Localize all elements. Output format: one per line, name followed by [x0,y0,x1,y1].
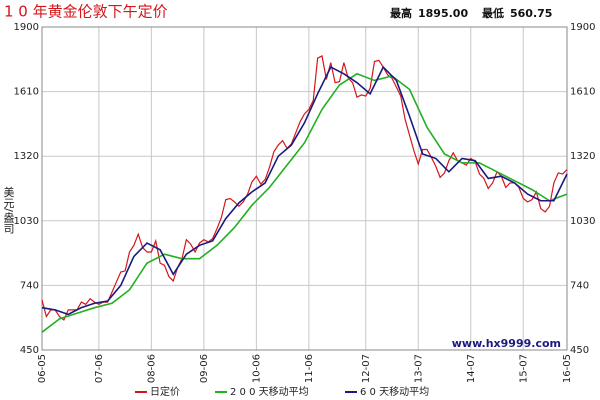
y-tick-label: 450 [570,345,589,356]
series-line [41,72,568,333]
y-tick-label: 1610 [14,87,39,98]
y-tick-label: 1900 [570,22,595,33]
y-tick-label: 1030 [570,216,595,227]
series-line [41,65,568,316]
x-tick-label: 06-05 [37,354,48,383]
legend-label: 6 0 天移动平均 [360,385,429,398]
y-tick-label: 1900 [14,22,39,33]
stat-label: 最高 [390,6,412,20]
series-line [41,55,568,321]
y-axis-label: 美元/盎司 [2,186,15,234]
stat-value: 1895.00 [418,7,468,20]
y-tick-label: 1320 [14,151,39,162]
x-tick-label: 15-07 [518,354,529,383]
y-tick-label: 450 [20,345,39,356]
y-tick-label: 1320 [570,151,595,162]
x-tick-label: 14-07 [466,354,477,383]
legend-label: 日定价 [150,385,180,398]
plot-frame [41,26,568,351]
x-tick-label: 08-06 [146,354,157,383]
x-tick-label: 09-06 [199,354,210,383]
watermark: www.hx9999.com [452,337,561,350]
x-tick-label: 07-06 [94,354,105,383]
y-tick-label: 740 [570,280,589,291]
y-tick-label: 1610 [570,87,595,98]
x-tick-label: 13-07 [413,354,424,383]
x-tick-label: 11-06 [304,354,315,383]
stat-label: 最低 [482,6,504,20]
chart-title: 1 0 年黄金伦敦下午定价 [4,3,168,21]
x-tick-label: 10-06 [251,354,262,383]
x-tick-label: 12-07 [361,354,372,383]
legend-label: 2 0 0 天移动平均 [230,385,309,398]
y-tick-label: 1030 [14,216,39,227]
stat-value: 560.75 [510,7,552,20]
x-tick-label: 16-05 [562,354,573,383]
y-tick-label: 740 [20,280,39,291]
